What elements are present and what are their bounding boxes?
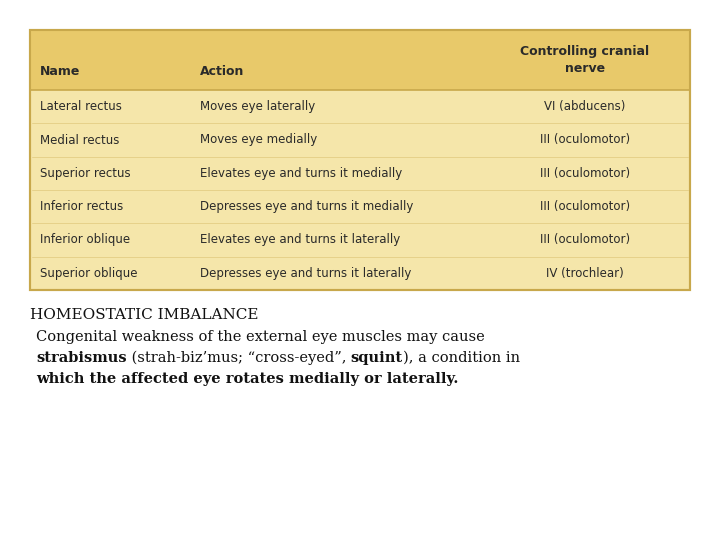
Text: III (oculomotor): III (oculomotor) — [540, 233, 630, 246]
Text: Superior rectus: Superior rectus — [40, 167, 130, 180]
Text: Elevates eye and turns it laterally: Elevates eye and turns it laterally — [200, 233, 400, 246]
Text: squint: squint — [351, 351, 403, 365]
Text: Moves eye medially: Moves eye medially — [200, 133, 318, 146]
Text: Moves eye laterally: Moves eye laterally — [200, 100, 315, 113]
Text: (strah-biz’mus; “cross-eyed”,: (strah-biz’mus; “cross-eyed”, — [127, 351, 351, 366]
Text: Medial rectus: Medial rectus — [40, 133, 120, 146]
Text: which the affected eye rotates medially or laterally.: which the affected eye rotates medially … — [36, 372, 459, 386]
Text: Lateral rectus: Lateral rectus — [40, 100, 122, 113]
Text: Name: Name — [40, 65, 81, 78]
Text: Controlling cranial
nerve: Controlling cranial nerve — [521, 45, 649, 75]
FancyBboxPatch shape — [30, 30, 690, 90]
Text: Depresses eye and turns it medially: Depresses eye and turns it medially — [200, 200, 413, 213]
Text: HOMEOSTATIC IMBALANCE: HOMEOSTATIC IMBALANCE — [30, 308, 258, 322]
Text: Superior oblique: Superior oblique — [40, 267, 138, 280]
Text: Action: Action — [200, 65, 244, 78]
Text: Congenital weakness of the external eye muscles may cause: Congenital weakness of the external eye … — [36, 330, 485, 344]
Text: III (oculomotor): III (oculomotor) — [540, 167, 630, 180]
Text: IV (trochlear): IV (trochlear) — [546, 267, 624, 280]
Text: ), a condition in: ), a condition in — [403, 351, 520, 365]
FancyBboxPatch shape — [30, 30, 690, 290]
Text: strabismus: strabismus — [36, 351, 127, 365]
Text: VI (abducens): VI (abducens) — [544, 100, 626, 113]
Text: Inferior oblique: Inferior oblique — [40, 233, 130, 246]
Text: Elevates eye and turns it medially: Elevates eye and turns it medially — [200, 167, 402, 180]
Text: Depresses eye and turns it laterally: Depresses eye and turns it laterally — [200, 267, 411, 280]
Text: III (oculomotor): III (oculomotor) — [540, 200, 630, 213]
Text: III (oculomotor): III (oculomotor) — [540, 133, 630, 146]
Text: Inferior rectus: Inferior rectus — [40, 200, 123, 213]
